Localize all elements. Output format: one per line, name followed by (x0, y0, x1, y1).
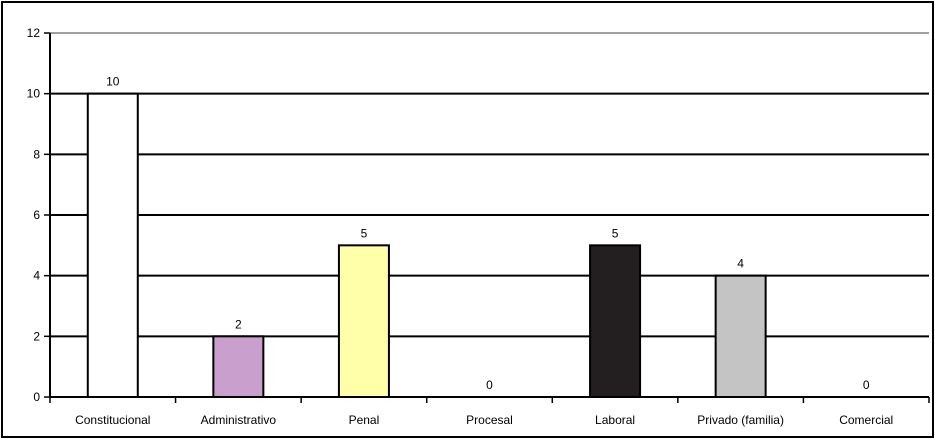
y-tick-label: 4 (33, 269, 40, 283)
x-tick-label: Procesal (466, 413, 513, 427)
value-label: 0 (863, 378, 870, 392)
value-labels: 10 2 5 0 5 4 0 (106, 75, 870, 392)
y-tick-label: 10 (27, 87, 41, 101)
y-axis: 0 2 4 6 8 10 12 (27, 26, 51, 404)
x-tick-label: Constitucional (75, 413, 150, 427)
x-tick-label: Privado (familia) (697, 413, 784, 427)
bar-laboral (589, 244, 642, 398)
x-axis: Constitucional Administrativo Penal Procesa… (49, 396, 930, 427)
value-label: 5 (612, 226, 619, 240)
value-label: 4 (737, 257, 744, 271)
bar-penal (337, 244, 390, 398)
x-tick-label: Penal (349, 413, 380, 427)
y-tick-label: 0 (33, 390, 40, 404)
value-label: 10 (106, 75, 120, 89)
x-tick-label: Administrativo (201, 413, 277, 427)
y-tick-label: 8 (33, 147, 40, 161)
grid-lines (50, 32, 929, 338)
bar-privado-familia (714, 274, 767, 398)
x-tick-label: Comercial (839, 413, 893, 427)
bars (86, 92, 767, 399)
y-tick-label: 6 (33, 208, 40, 222)
value-label: 2 (235, 317, 242, 331)
x-tick-label: Laboral (595, 413, 635, 427)
y-tick-label: 12 (27, 26, 41, 40)
value-label: 0 (486, 378, 493, 392)
bar-administrativo (212, 335, 265, 399)
value-label: 5 (361, 226, 368, 240)
bar-constitucional (86, 92, 139, 399)
y-tick-label: 2 (33, 329, 40, 343)
